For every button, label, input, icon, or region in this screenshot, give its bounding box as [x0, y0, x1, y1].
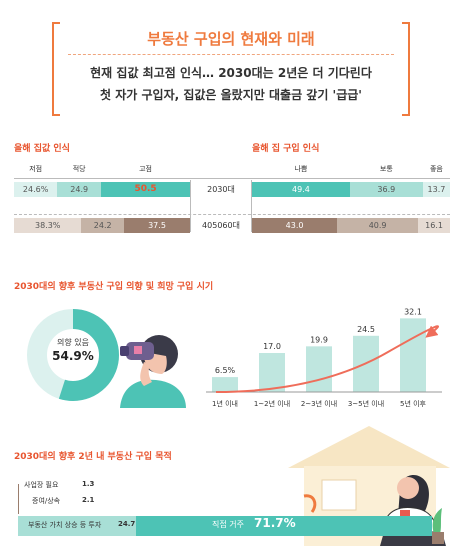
- age-group-label: 405060대: [202, 221, 240, 230]
- title-divider: [68, 54, 394, 55]
- left-bracket: [52, 22, 60, 116]
- price-segment-0-1: 24.9: [57, 182, 102, 197]
- header-box: 부동산 구입의 현재와 미래 현재 집값 최고점 인식… 2030대는 2년은 …: [52, 22, 410, 116]
- purpose-label: 직접 거주: [212, 520, 244, 529]
- row-divider-mid: [14, 214, 450, 215]
- purchase-segment-1-2: 16.1: [418, 218, 450, 233]
- right-bracket: [402, 22, 410, 116]
- timing-category-label: 5년 이후: [400, 399, 427, 408]
- purchase-segment-0-0: 49.4: [252, 182, 350, 197]
- headline-1: 현재 집값 최고점 인식… 2030대는 2년은 더 기다린다: [90, 66, 372, 80]
- price-header-2: 고점: [139, 165, 152, 173]
- purpose-value: 24.7: [118, 520, 136, 528]
- purchase-header-1: 보통: [379, 165, 393, 173]
- timing-bar-chart: 6.5% 1년 이내 17.0 1~2년 이내 19.9 2~3년 이내 24.5 3~5년 …: [206, 307, 442, 408]
- donut-label: 의향 있음: [57, 338, 89, 347]
- donut-value: 54.9%: [52, 349, 94, 363]
- price-header-0: 저점: [29, 165, 43, 173]
- timing-bar: [212, 377, 238, 392]
- purchase-segment-1-1: 40.9: [337, 218, 419, 233]
- person-binoculars-icon: [120, 335, 186, 408]
- price-segment-0-0: 24.6%: [14, 182, 58, 197]
- timing-value-label: 32.1: [404, 307, 422, 316]
- trend-arrow: [215, 325, 439, 393]
- center-divider-right: [251, 180, 252, 232]
- price-header-1: 적당: [72, 165, 86, 173]
- purpose-label: 사업장 필요: [24, 481, 59, 489]
- price-perception-title: 올해 집값 인식: [14, 144, 70, 154]
- timing-bar: [400, 318, 426, 392]
- timing-category-label: 1년 이내: [212, 399, 238, 408]
- timing-category-label: 1~2년 이내: [254, 399, 290, 408]
- purchase-header-0: 나쁨: [294, 165, 308, 173]
- purpose-label: 부동산 가치 상승 등 투자: [28, 521, 102, 529]
- purpose-label: 증여/상속: [32, 497, 61, 505]
- purchase-header-2: 좋음: [429, 165, 443, 173]
- timing-value-label: 17.0: [263, 342, 281, 351]
- timing-bar: [306, 346, 332, 392]
- purchase-perception-title: 올해 집 구입 인식: [252, 144, 320, 154]
- purchase-segment-0-2: 13.7: [422, 182, 450, 197]
- timing-value-label: 19.9: [310, 335, 328, 344]
- purpose-value: 71.7%: [254, 516, 296, 530]
- purpose-guide-line: [18, 484, 19, 514]
- price-segment-1-0: 38.3%: [14, 218, 82, 233]
- timing-bar: [259, 353, 285, 392]
- row-divider-top: [14, 178, 450, 179]
- price-segment-1-1: 24.2: [81, 218, 124, 233]
- purpose-value: 2.1: [82, 496, 95, 504]
- purpose-bar-residence: [136, 516, 432, 536]
- purchase-segment-0-1: 36.9: [349, 182, 423, 197]
- timing-category-label: 2~3년 이내: [301, 399, 337, 408]
- intent-donut-chart: [27, 309, 186, 408]
- price-segment-1-2: 37.5: [124, 218, 190, 233]
- purpose-value: 1.3: [82, 480, 95, 488]
- purpose-chart: 사업장 필요 1.3 증여/상속 2.1 부동산 가치 상승 등 투자 24.7 직접 거주…: [0, 440, 462, 554]
- stacked-bars-area: 저점 적당 고점 24.6% 24.9 50.5 38.3% 24.2 37.5 나쁨 보통 좋음 49…: [0, 0, 462, 250]
- purchase-segment-1-0: 43.0: [252, 218, 338, 233]
- purpose-section-title: 2030대의 향후 2년 내 부동산 구입 목적: [14, 452, 172, 462]
- center-divider-left: [190, 180, 191, 232]
- page-title: 부동산 구입의 현재와 미래: [147, 30, 315, 48]
- timing-value-label: 24.5: [357, 325, 375, 334]
- intent-section-title: 2030대의 향후 부동산 구입 의향 및 희망 구입 시기: [14, 282, 214, 292]
- donut-value-arc: [27, 309, 119, 401]
- purpose-bar-investment: [18, 516, 136, 536]
- timing-value-label: 6.5%: [215, 366, 236, 375]
- timing-category-label: 3~5년 이내: [348, 399, 384, 408]
- headline-2: 첫 자가 구입자, 집값은 올랐지만 대출금 갚기 '급급': [100, 88, 362, 102]
- age-group-label: 2030대: [207, 185, 235, 194]
- plant-icon: [432, 508, 444, 544]
- price-segment-0-2: 50.5: [101, 182, 190, 197]
